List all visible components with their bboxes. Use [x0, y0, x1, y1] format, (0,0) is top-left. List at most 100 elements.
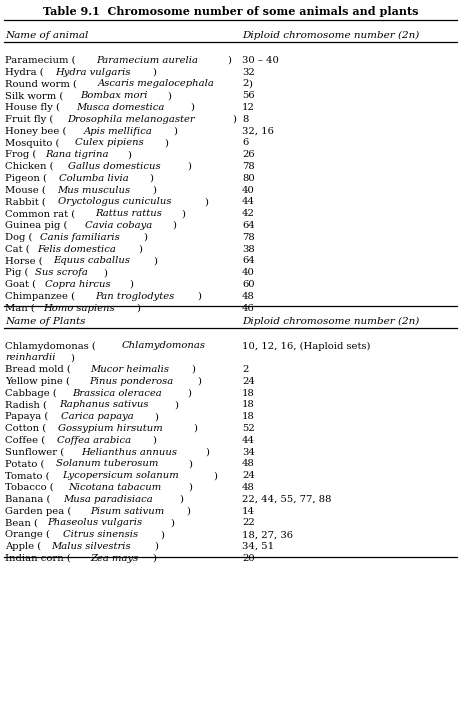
Text: House fly (: House fly (: [5, 103, 60, 112]
Text: Indian corn (: Indian corn (: [5, 554, 71, 563]
Text: Copra hircus: Copra hircus: [45, 280, 111, 289]
Text: 40: 40: [242, 186, 255, 194]
Text: Carica papaya: Carica papaya: [61, 413, 134, 421]
Text: 30 – 40: 30 – 40: [242, 56, 279, 65]
Text: Papaya (: Papaya (: [5, 413, 48, 421]
Text: Lycopersicum solanum: Lycopersicum solanum: [62, 471, 179, 480]
Text: Name of animal: Name of animal: [5, 31, 89, 40]
Text: ): ): [175, 400, 178, 410]
Text: Paramecium aurelia: Paramecium aurelia: [96, 56, 198, 65]
Text: Tomato (: Tomato (: [5, 471, 49, 480]
Text: Pisum sativum: Pisum sativum: [90, 507, 165, 516]
Text: Bread mold (: Bread mold (: [5, 365, 71, 374]
Text: 26: 26: [242, 150, 254, 159]
Text: 48: 48: [242, 483, 255, 492]
Text: ): ): [197, 377, 201, 386]
Text: Tobacco (: Tobacco (: [5, 483, 53, 492]
Text: ): ): [182, 209, 186, 218]
Text: Raphanus sativus: Raphanus sativus: [59, 400, 148, 410]
Text: ): ): [188, 483, 192, 492]
Text: Gallus domesticus: Gallus domesticus: [68, 162, 160, 171]
Text: Musa paradisiaca: Musa paradisiaca: [64, 495, 154, 504]
Text: Pig (: Pig (: [5, 268, 29, 277]
Text: ): ): [143, 233, 147, 242]
Text: Guinea pig (: Guinea pig (: [5, 221, 67, 230]
Text: Yellow pine (: Yellow pine (: [5, 377, 70, 386]
Text: Cat (: Cat (: [5, 245, 30, 254]
Text: reinhardii: reinhardii: [5, 353, 55, 363]
Text: Radish (: Radish (: [5, 400, 47, 410]
Text: ): ): [172, 221, 176, 230]
Text: ): ): [187, 162, 191, 171]
Text: 2: 2: [242, 365, 248, 374]
Text: Bombax mori: Bombax mori: [80, 92, 148, 100]
Text: 38: 38: [242, 245, 255, 254]
Text: Rattus rattus: Rattus rattus: [95, 209, 162, 218]
Text: 14: 14: [242, 507, 255, 516]
Text: ): ): [173, 127, 177, 136]
Text: Chimpanzee (: Chimpanzee (: [5, 292, 75, 301]
Text: Malus silvestris: Malus silvestris: [52, 542, 131, 551]
Text: Goat (: Goat (: [5, 280, 36, 289]
Text: 32: 32: [242, 68, 255, 77]
Text: ): ): [160, 531, 164, 539]
Text: ): ): [152, 68, 156, 77]
Text: Pigeon (: Pigeon (: [5, 174, 47, 183]
Text: Nicotana tabacum: Nicotana tabacum: [68, 483, 161, 492]
Text: ): ): [154, 542, 159, 551]
Text: Round worm (: Round worm (: [5, 79, 77, 89]
Text: ): ): [130, 280, 134, 289]
Text: 80: 80: [242, 174, 255, 183]
Text: Mucor heimalis: Mucor heimalis: [90, 365, 169, 374]
Text: 20: 20: [242, 554, 255, 563]
Text: Ascaris megalocephala: Ascaris megalocephala: [98, 79, 215, 89]
Text: ): ): [232, 115, 236, 124]
Text: Mus musculus: Mus musculus: [58, 186, 131, 194]
Text: ): ): [127, 150, 131, 159]
Text: Name of Plants: Name of Plants: [5, 317, 85, 325]
Text: ): ): [204, 197, 208, 207]
Text: 24: 24: [242, 471, 255, 480]
Text: Mouse (: Mouse (: [5, 186, 46, 194]
Text: Banana (: Banana (: [5, 495, 50, 504]
Text: 48: 48: [242, 460, 255, 468]
Text: Cotton (: Cotton (: [5, 424, 46, 433]
Text: Sus scrofa: Sus scrofa: [35, 268, 88, 277]
Text: Diploid chromosome number (2n): Diploid chromosome number (2n): [242, 317, 419, 326]
Text: Bean (: Bean (: [5, 518, 38, 528]
Text: Honey bee (: Honey bee (: [5, 127, 66, 136]
Text: Phaseolus vulgaris: Phaseolus vulgaris: [47, 518, 142, 528]
Text: 46: 46: [242, 304, 255, 312]
Text: ): ): [205, 448, 209, 457]
Text: Mosquito (: Mosquito (: [5, 139, 59, 147]
Text: Musca domestica: Musca domestica: [76, 103, 164, 112]
Text: 22, 44, 55, 77, 88: 22, 44, 55, 77, 88: [242, 495, 331, 504]
Text: 78: 78: [242, 162, 255, 171]
Text: 78: 78: [242, 233, 255, 242]
Text: ): ): [167, 92, 171, 100]
Text: Apis mellifica: Apis mellifica: [84, 127, 153, 136]
Text: 18: 18: [242, 388, 255, 398]
Text: ): ): [152, 554, 156, 563]
Text: 60: 60: [242, 280, 254, 289]
Text: 40: 40: [242, 268, 255, 277]
Text: ): ): [149, 174, 153, 183]
Text: Cavia cobaya: Cavia cobaya: [85, 221, 153, 230]
Text: Zea mays: Zea mays: [90, 554, 138, 563]
Text: ): ): [70, 353, 74, 363]
Text: 18: 18: [242, 400, 255, 410]
Text: Garden pea (: Garden pea (: [5, 507, 71, 516]
Text: 12: 12: [242, 103, 255, 112]
Text: Apple (: Apple (: [5, 542, 41, 551]
Text: Table 9.1  Chromosome number of some animals and plants: Table 9.1 Chromosome number of some anim…: [43, 6, 418, 17]
Text: ): ): [155, 413, 159, 421]
Text: ): ): [179, 495, 183, 504]
Text: Equus caballus: Equus caballus: [53, 257, 130, 265]
Text: Citrus sinensis: Citrus sinensis: [63, 531, 138, 539]
Text: 64: 64: [242, 221, 255, 230]
Text: ): ): [248, 79, 253, 89]
Text: Oryctologus cuniculus: Oryctologus cuniculus: [58, 197, 171, 207]
Text: 48: 48: [242, 292, 255, 301]
Text: Man (: Man (: [5, 304, 35, 312]
Text: Chlamydomonas (: Chlamydomonas (: [5, 341, 96, 350]
